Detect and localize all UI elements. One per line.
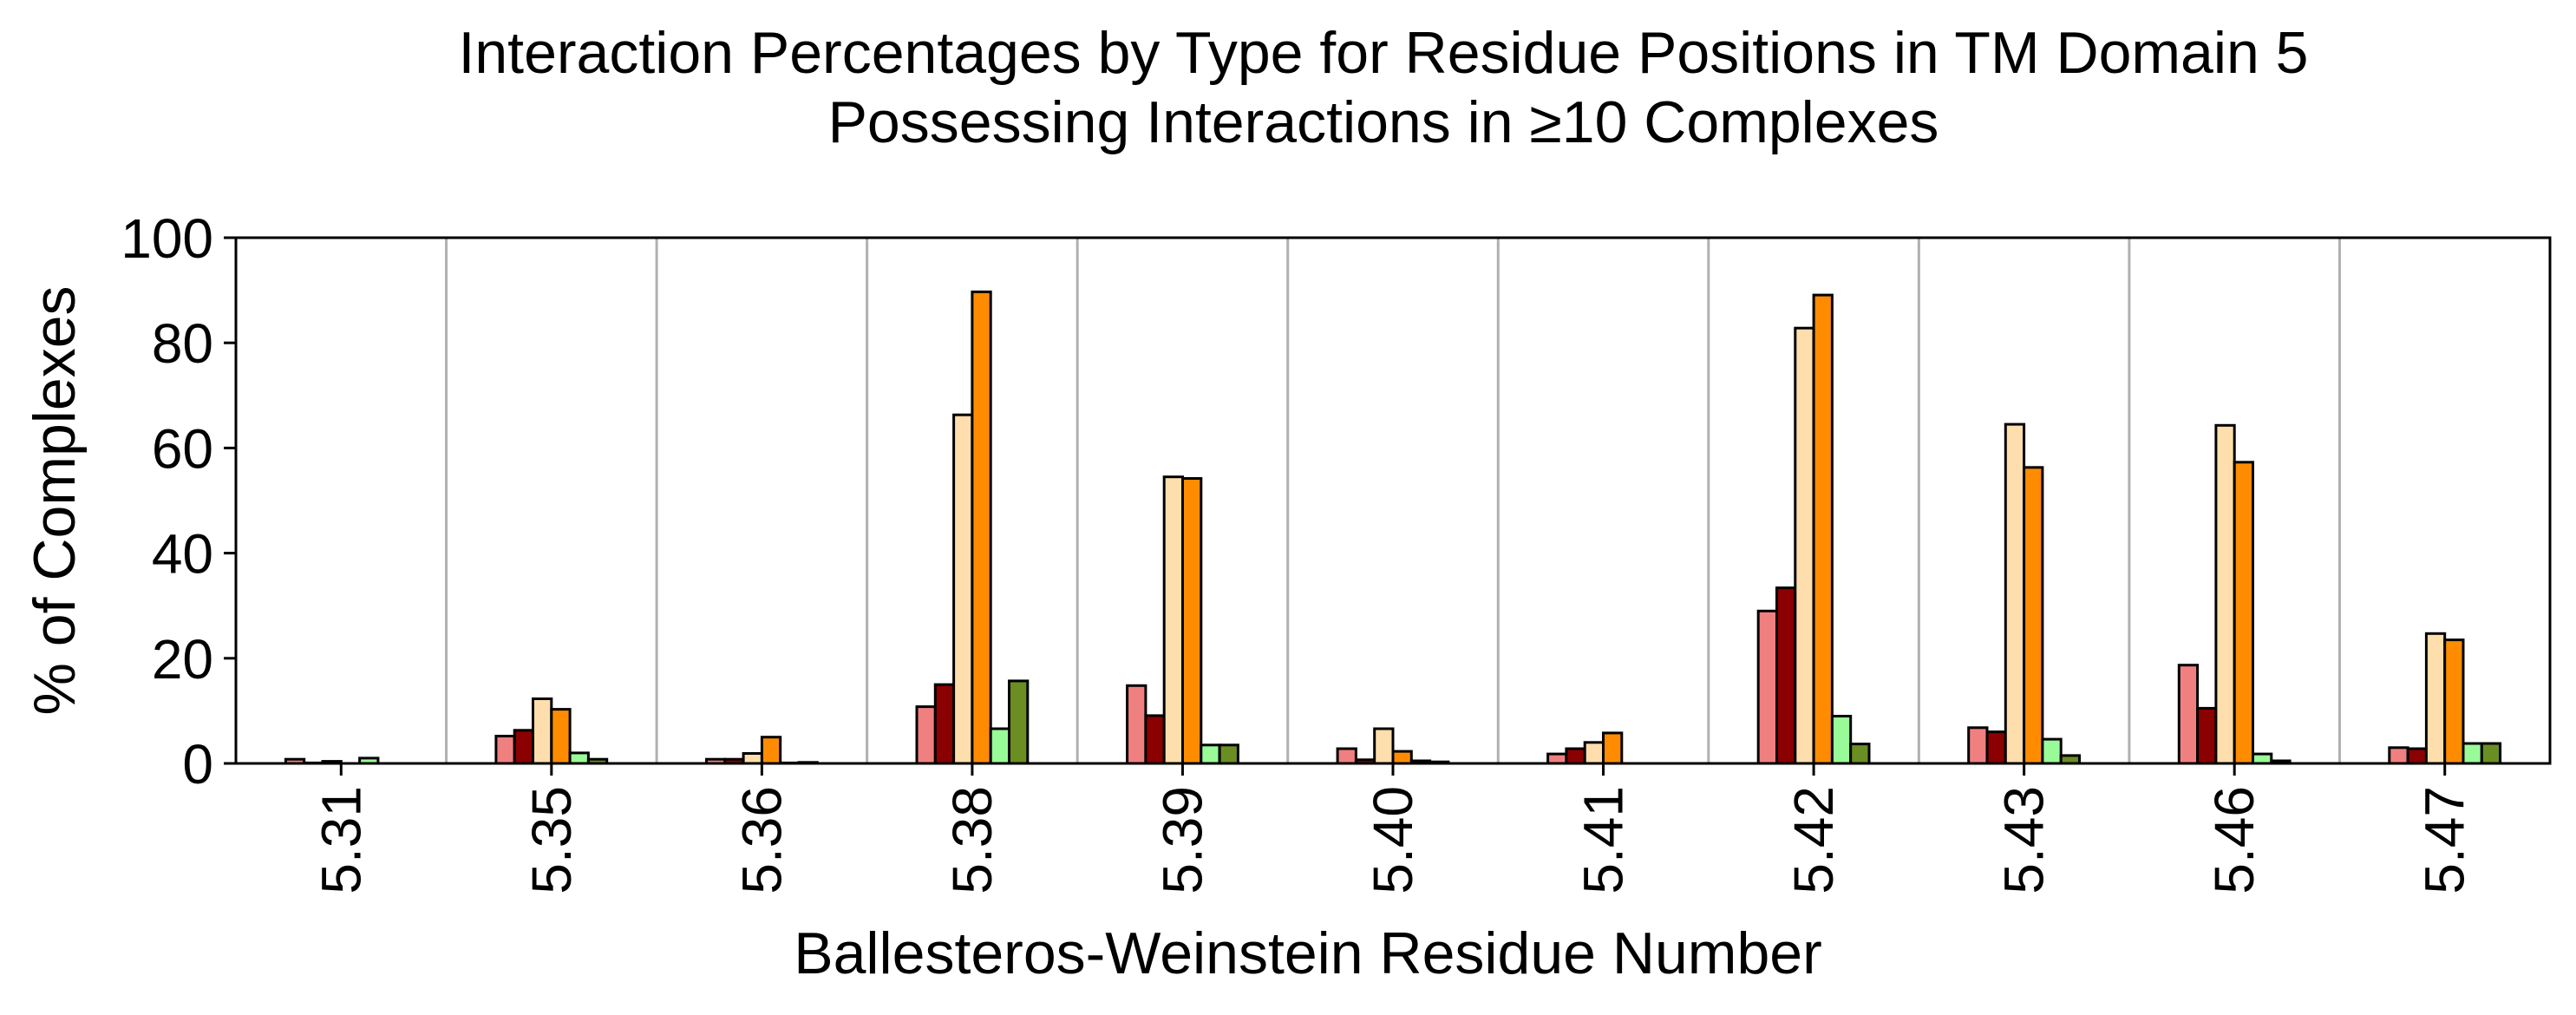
bar-5.38-series-6	[1008, 679, 1030, 765]
bar-5.39-series-2	[1144, 714, 1166, 765]
bar-5.38-series-3	[952, 413, 974, 765]
bar-5.39-series-3	[1162, 475, 1184, 765]
bar-5.47-series-3	[2424, 632, 2447, 765]
bar-5.39-series-1	[1126, 684, 1147, 765]
x-axis: 5.31 5.35 5.36 5.38 5.39 5.40 5.41 5.42 5.43 5.46…	[310, 763, 2476, 894]
bar-5.40-series-4	[1391, 750, 1413, 765]
x-tick-label: 5.38	[941, 786, 1004, 894]
bar-5.38-series-2	[933, 683, 956, 765]
bar-5.35-series-5	[568, 751, 590, 765]
x-tick-label: 5.39	[1151, 786, 1213, 894]
x-tick-label: 5.47	[2414, 786, 2476, 894]
bar-5.42-series-5	[1830, 715, 1853, 765]
bar-5.42-series-2	[1775, 586, 1797, 765]
y-axis: 0 20 40 60 80 100	[121, 207, 236, 796]
x-tick-label: 5.43	[1993, 786, 2056, 894]
bar-5.46-series-2	[2196, 706, 2218, 765]
plot-area	[234, 236, 2552, 765]
bar-5.38-series-5	[989, 727, 1010, 765]
bar-5.41-series-2	[1565, 747, 1586, 765]
bar-5.43-series-3	[2004, 422, 2026, 765]
chart-title-line-2: Possessing Interactions in ≥10 Complexes	[828, 89, 1939, 155]
y-tick-label: 0	[182, 733, 213, 796]
bar-5.46-series-3	[2214, 423, 2236, 765]
bar-5.43-series-4	[2023, 466, 2044, 765]
bar-5.41-series-1	[1546, 752, 1568, 765]
bar-5.35-series-1	[494, 735, 516, 765]
y-tick-label: 60	[152, 417, 213, 480]
bar-5.39-series-5	[1200, 743, 1221, 765]
y-tick-label: 20	[152, 628, 213, 691]
grid	[445, 238, 2341, 763]
bar-5.39-series-6	[1218, 743, 1239, 765]
bar-5.41-series-4	[1602, 731, 1624, 765]
x-axis-label: Ballesteros-Weinstein Residue Number	[794, 920, 1821, 986]
bar-5.47-series-5	[2462, 742, 2483, 765]
x-tick-label: 5.40	[1362, 786, 1424, 894]
bar-5.38-series-4	[971, 290, 992, 765]
bar-5.47-series-6	[2480, 742, 2502, 765]
bar-5.42-series-6	[1849, 743, 1871, 765]
y-tick-label: 40	[152, 523, 213, 586]
bar-5.35-series-3	[532, 697, 553, 765]
chart-title: Interaction Percentages by Type for Resi…	[458, 20, 2308, 155]
bar-5.47-series-2	[2406, 747, 2428, 765]
bar-5.43-series-1	[1967, 726, 1989, 765]
bar-5.46-series-5	[2252, 752, 2273, 765]
x-tick-label: 5.36	[730, 786, 793, 894]
x-tick-label: 5.46	[2203, 786, 2265, 894]
bar-5.35-series-2	[513, 729, 535, 765]
bar-5.47-series-1	[2388, 746, 2409, 765]
bars	[284, 290, 2502, 765]
bar-5.46-series-4	[2233, 461, 2254, 765]
y-tick-label: 100	[121, 207, 213, 270]
chart-title-line-1: Interaction Percentages by Type for Resi…	[458, 20, 2308, 86]
bar-5.42-series-1	[1756, 609, 1778, 765]
x-tick-label: 5.41	[1572, 786, 1635, 894]
bar-5.36-series-3	[742, 752, 763, 765]
bar-5.42-series-3	[1794, 326, 1815, 765]
bar-5.43-series-5	[2041, 737, 2063, 765]
bar-5.40-series-1	[1336, 747, 1357, 765]
bar-5.41-series-3	[1583, 741, 1605, 765]
bar-5.43-series-2	[1985, 730, 2007, 765]
bar-5.46-series-1	[2177, 664, 2200, 765]
y-axis-label: % of Complexes	[22, 285, 88, 715]
x-tick-label: 5.31	[310, 786, 372, 894]
y-tick-label: 80	[152, 312, 213, 375]
bar-5.36-series-4	[760, 736, 782, 765]
bar-5.39-series-4	[1181, 477, 1203, 765]
bar-5.40-series-3	[1373, 727, 1395, 765]
bar-5.35-series-4	[550, 708, 572, 765]
bar-5.47-series-4	[2443, 638, 2465, 765]
x-tick-label: 5.42	[1782, 786, 1845, 894]
bar-5.38-series-1	[915, 705, 937, 765]
bar-5.42-series-4	[1812, 293, 1834, 765]
x-tick-label: 5.35	[520, 786, 583, 894]
